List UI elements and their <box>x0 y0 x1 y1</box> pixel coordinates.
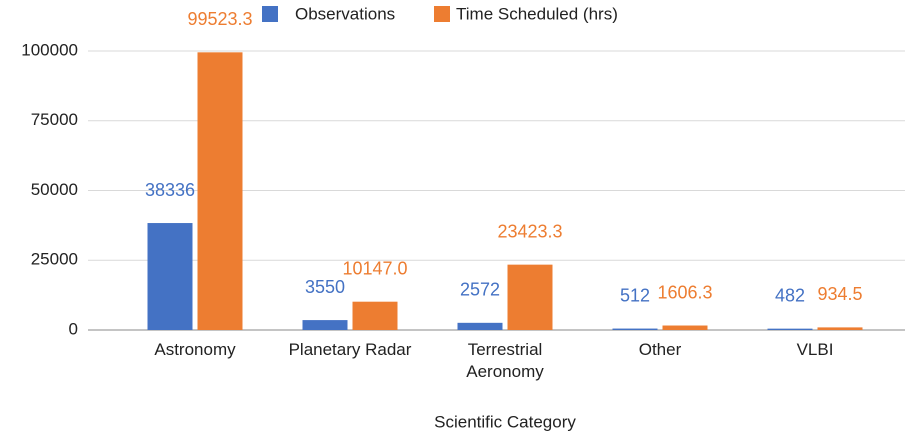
data-label: 482 <box>775 285 805 305</box>
bar <box>612 328 658 330</box>
data-label: 1606.3 <box>657 282 712 302</box>
y-tick-label: 25000 <box>31 250 78 269</box>
data-label: 934.5 <box>817 284 862 304</box>
bar <box>352 301 398 330</box>
bar <box>197 52 243 331</box>
data-label: 3550 <box>305 277 345 297</box>
y-tick-label: 0 <box>69 319 78 338</box>
bar <box>147 223 193 330</box>
y-tick-label: 50000 <box>31 180 78 199</box>
data-label: 23423.3 <box>497 221 562 241</box>
bar <box>817 327 863 330</box>
data-label: 38336 <box>145 180 195 200</box>
legend-swatch <box>434 6 450 22</box>
bar <box>302 320 348 330</box>
legend-swatch <box>262 6 278 22</box>
bar <box>662 325 708 330</box>
data-label: 10147.0 <box>342 258 407 278</box>
legend-label: Time Scheduled (hrs) <box>456 4 618 23</box>
x-tick-label: Planetary Radar <box>288 340 412 359</box>
x-axis-title: Scientific Category <box>434 412 576 431</box>
bar <box>457 322 503 330</box>
y-tick-label: 100000 <box>21 40 78 59</box>
bar <box>767 328 813 330</box>
x-tick-label: VLBI <box>796 340 834 359</box>
y-tick-label: 75000 <box>31 110 78 129</box>
legend-label: Observations <box>295 4 395 23</box>
bar <box>507 264 553 330</box>
x-tick-label: Astronomy <box>154 340 236 359</box>
x-tick-label: Terrestrial Aeronomy <box>466 340 544 381</box>
data-label: 99523.3 <box>187 9 252 29</box>
data-label: 2572 <box>460 280 500 300</box>
data-label: 512 <box>620 285 650 305</box>
x-tick-label: Other <box>638 340 682 359</box>
